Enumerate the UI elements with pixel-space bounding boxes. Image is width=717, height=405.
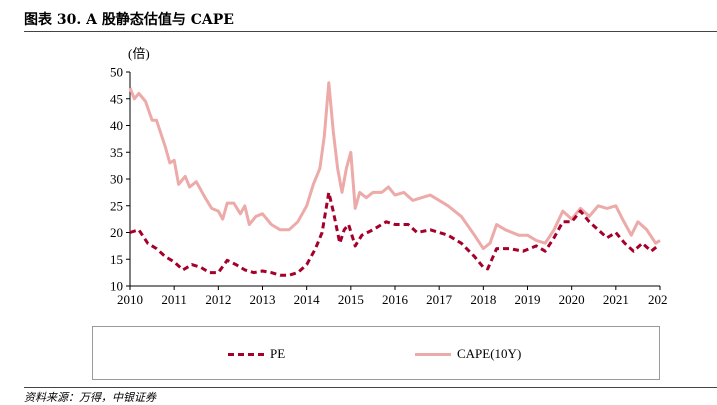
legend: PE CAPE(10Y) — [92, 326, 660, 380]
title-divider — [24, 31, 717, 32]
series-line-cape — [128, 81, 661, 251]
legend-label-pe: PE — [270, 346, 286, 361]
source-note: 资料来源：万得，中银证券 — [24, 391, 156, 404]
x-ticks: 2010 2011 2012 2013 2014 2015 2016 2017 2018 2019… — [117, 286, 668, 307]
x-tick-label: 2018 — [470, 292, 496, 307]
figure-title: 图表 30. A 股静态估值与 CAPE — [24, 12, 234, 28]
legend-label-cape: CAPE(10Y) — [457, 346, 522, 361]
x-tick-label: 2011 — [161, 292, 187, 307]
x-tick-label: 2012 — [205, 292, 231, 307]
legend-swatch-cape — [415, 352, 451, 356]
y-tick-label: 35 — [110, 145, 123, 160]
x-tick-label: 2019 — [515, 292, 541, 307]
y-tick-label: 50 — [110, 65, 123, 80]
source-divider — [24, 387, 717, 388]
y-axis-label: (倍) — [128, 46, 150, 61]
y-tick-label: 15 — [110, 252, 123, 267]
x-tick-label: 2017 — [426, 292, 453, 307]
y-tick-label: 45 — [110, 91, 123, 106]
y-tick-label: 10 — [110, 279, 123, 294]
x-tick-label: 2010 — [117, 292, 143, 307]
series-line-pe — [129, 190, 659, 277]
legend-item-pe: PE — [228, 345, 285, 363]
x-tick-label: 2021 — [603, 292, 629, 307]
y-tick-label: 40 — [110, 118, 123, 133]
y-tick-label: 20 — [110, 225, 123, 240]
x-tick-label: 2014 — [294, 292, 321, 307]
x-tick-label: 2013 — [250, 292, 276, 307]
x-tick-label: 202 — [648, 292, 668, 307]
legend-swatch-pe — [228, 352, 264, 356]
series-group — [128, 81, 661, 277]
y-tick-label: 25 — [110, 198, 123, 213]
x-tick-label: 2016 — [382, 292, 409, 307]
x-tick-label: 2015 — [338, 292, 364, 307]
legend-item-cape: CAPE(10Y) — [415, 345, 521, 363]
y-ticks: 10 15 20 25 30 35 40 45 50 — [110, 65, 130, 294]
x-tick-label: 2020 — [559, 292, 585, 307]
y-tick-label: 30 — [110, 172, 123, 187]
